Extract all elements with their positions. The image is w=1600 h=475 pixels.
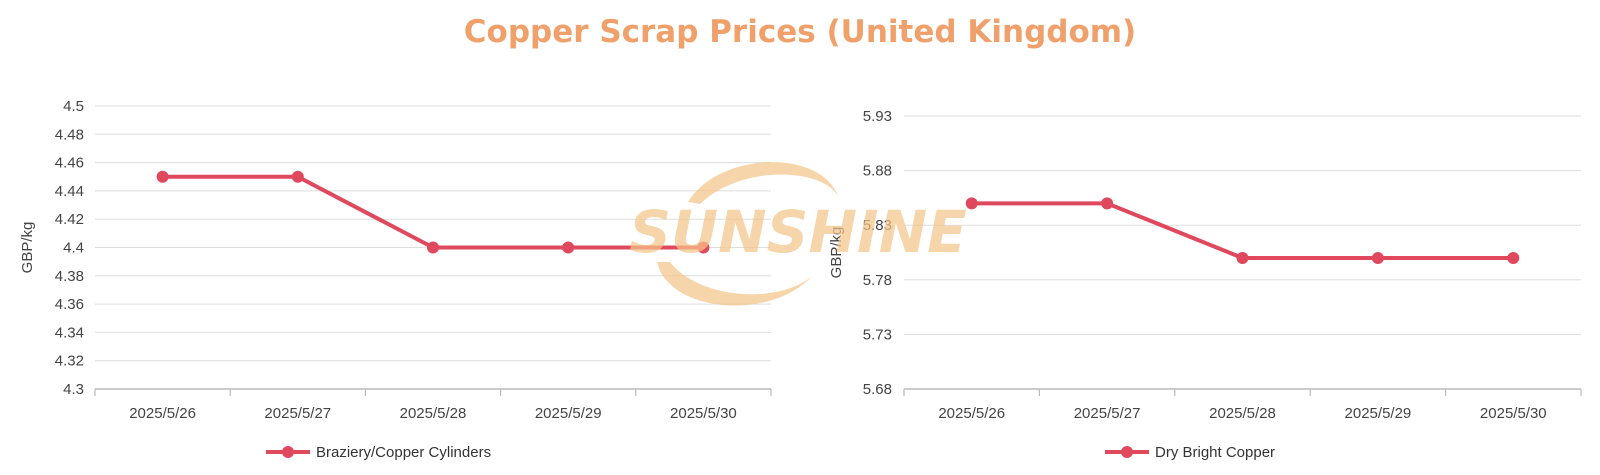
- series-line: [162, 174, 704, 250]
- x-tick-label: 2025/5/30: [1480, 405, 1547, 422]
- data-point: [1101, 197, 1114, 210]
- y-tick-label: 5.73: [863, 326, 892, 343]
- data-point: [1236, 251, 1249, 264]
- x-tick-label: 2025/5/26: [129, 405, 196, 422]
- y-tick-label: 4.4: [63, 240, 84, 257]
- x-tick-label: 2025/5/28: [1209, 405, 1276, 422]
- x-tick-label: 2025/5/26: [938, 405, 1005, 422]
- x-tick-label: 2025/5/28: [400, 405, 467, 422]
- page-title: Copper Scrap Prices (United Kingdom): [463, 14, 1137, 50]
- y-tick-label: 5.78: [863, 272, 892, 289]
- y-tick-label: 4.36: [55, 296, 84, 313]
- legend-label: Dry Bright Copper: [1155, 444, 1275, 461]
- legend-marker: [282, 446, 294, 458]
- data-point: [697, 241, 710, 254]
- y-tick-label: 4.5: [63, 98, 84, 115]
- series-line: [971, 201, 1514, 260]
- y-tick-label: 4.38: [55, 268, 84, 285]
- data-point: [562, 241, 575, 254]
- data-point: [965, 197, 978, 210]
- legend-label: Braziery/Copper Cylinders: [316, 444, 491, 461]
- y-tick-label: 5.93: [863, 108, 892, 125]
- data-point: [291, 170, 304, 183]
- x-tick-label: 2025/5/29: [535, 405, 602, 422]
- y-tick-label: 4.44: [55, 183, 84, 200]
- y-tick-label: 4.32: [55, 353, 84, 370]
- watermark-text: SUNSHINE: [629, 198, 966, 266]
- x-tick-label: 2025/5/27: [1074, 405, 1141, 422]
- legend-marker: [1121, 446, 1133, 458]
- y-axis-label: GBP/kg: [19, 222, 36, 274]
- x-tick-label: 2025/5/29: [1345, 405, 1412, 422]
- y-tick-label: 4.42: [55, 211, 84, 228]
- x-tick-label: 2025/5/27: [264, 405, 331, 422]
- y-tick-label: 5.83: [863, 217, 892, 234]
- data-point: [427, 241, 439, 254]
- y-tick-label: 4.3: [63, 381, 84, 398]
- y-tick-label: 5.68: [863, 381, 892, 398]
- y-tick-label: 4.46: [55, 155, 84, 172]
- y-axis-label: GBP/kg: [828, 227, 845, 279]
- y-tick-label: 4.34: [55, 324, 84, 341]
- watermark-arc-bottom: [657, 262, 812, 306]
- data-point: [1371, 251, 1384, 264]
- y-tick-label: 5.88: [863, 163, 892, 180]
- watermark-arc-top: [688, 162, 838, 204]
- x-tick-label: 2025/5/30: [670, 405, 737, 422]
- data-point: [156, 170, 169, 183]
- data-point: [1507, 251, 1520, 264]
- watermark-logo: SUNSHINE: [629, 162, 967, 306]
- y-tick-label: 4.48: [55, 126, 84, 143]
- chart-2: 5.93 5.88 5.83 5.78 5.73 5.68 2025/5/26 2025/5/…: [828, 108, 1582, 461]
- chart-1: 4.5 4.48 4.46 4.44 4.42 4.4 4.38 4.36 4.34 4.32 4.…: [19, 98, 772, 461]
